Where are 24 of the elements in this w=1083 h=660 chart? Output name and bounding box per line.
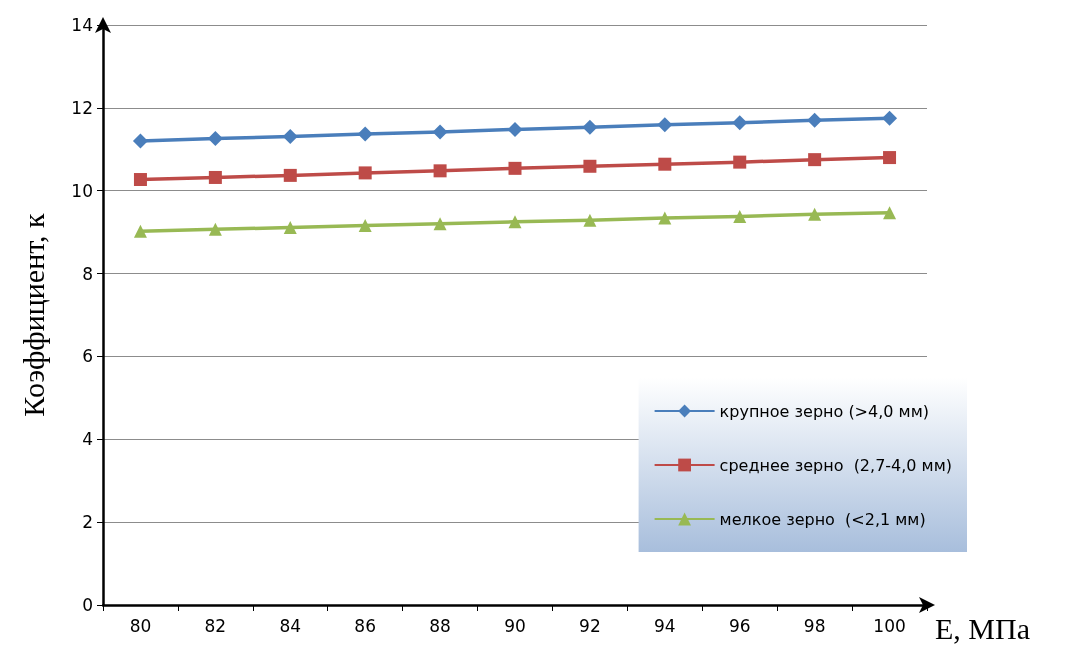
x-tick-label: 80: [129, 615, 152, 636]
x-tick-label: 90: [504, 615, 526, 636]
legend-label: среднее зерно (2,7-4,0 мм): [719, 455, 953, 475]
x-axis-title: E, МПа: [935, 611, 1030, 645]
y-tick-label: 14: [71, 15, 93, 35]
x-tick-label: 100: [873, 615, 906, 636]
x-tick-label: 92: [579, 615, 601, 636]
x-tick-label: 96: [728, 615, 751, 636]
y-tick-label: 12: [71, 97, 93, 118]
legend-label: мелкое зерно (<2,1 мм): [719, 509, 926, 529]
y-tick-label: 8: [82, 263, 93, 284]
x-tick-label: 84: [279, 615, 302, 636]
x-tick-label: 88: [429, 615, 451, 636]
y-tick-label: 2: [82, 512, 93, 533]
y-tick-label: 10: [71, 180, 93, 201]
y-tick-label: 4: [82, 429, 93, 450]
y-tick-label: 0: [82, 595, 93, 615]
y-tick-label: 6: [82, 346, 93, 367]
x-tick-label: 98: [803, 615, 826, 636]
x-tick-label: 94: [654, 615, 676, 636]
x-tick-label: 86: [354, 615, 376, 636]
y-axis-title: Коэффициент, к: [16, 212, 50, 417]
legend-label: крупное зерно (>4,0 мм): [719, 401, 929, 421]
x-tick-label: 82: [204, 615, 227, 636]
